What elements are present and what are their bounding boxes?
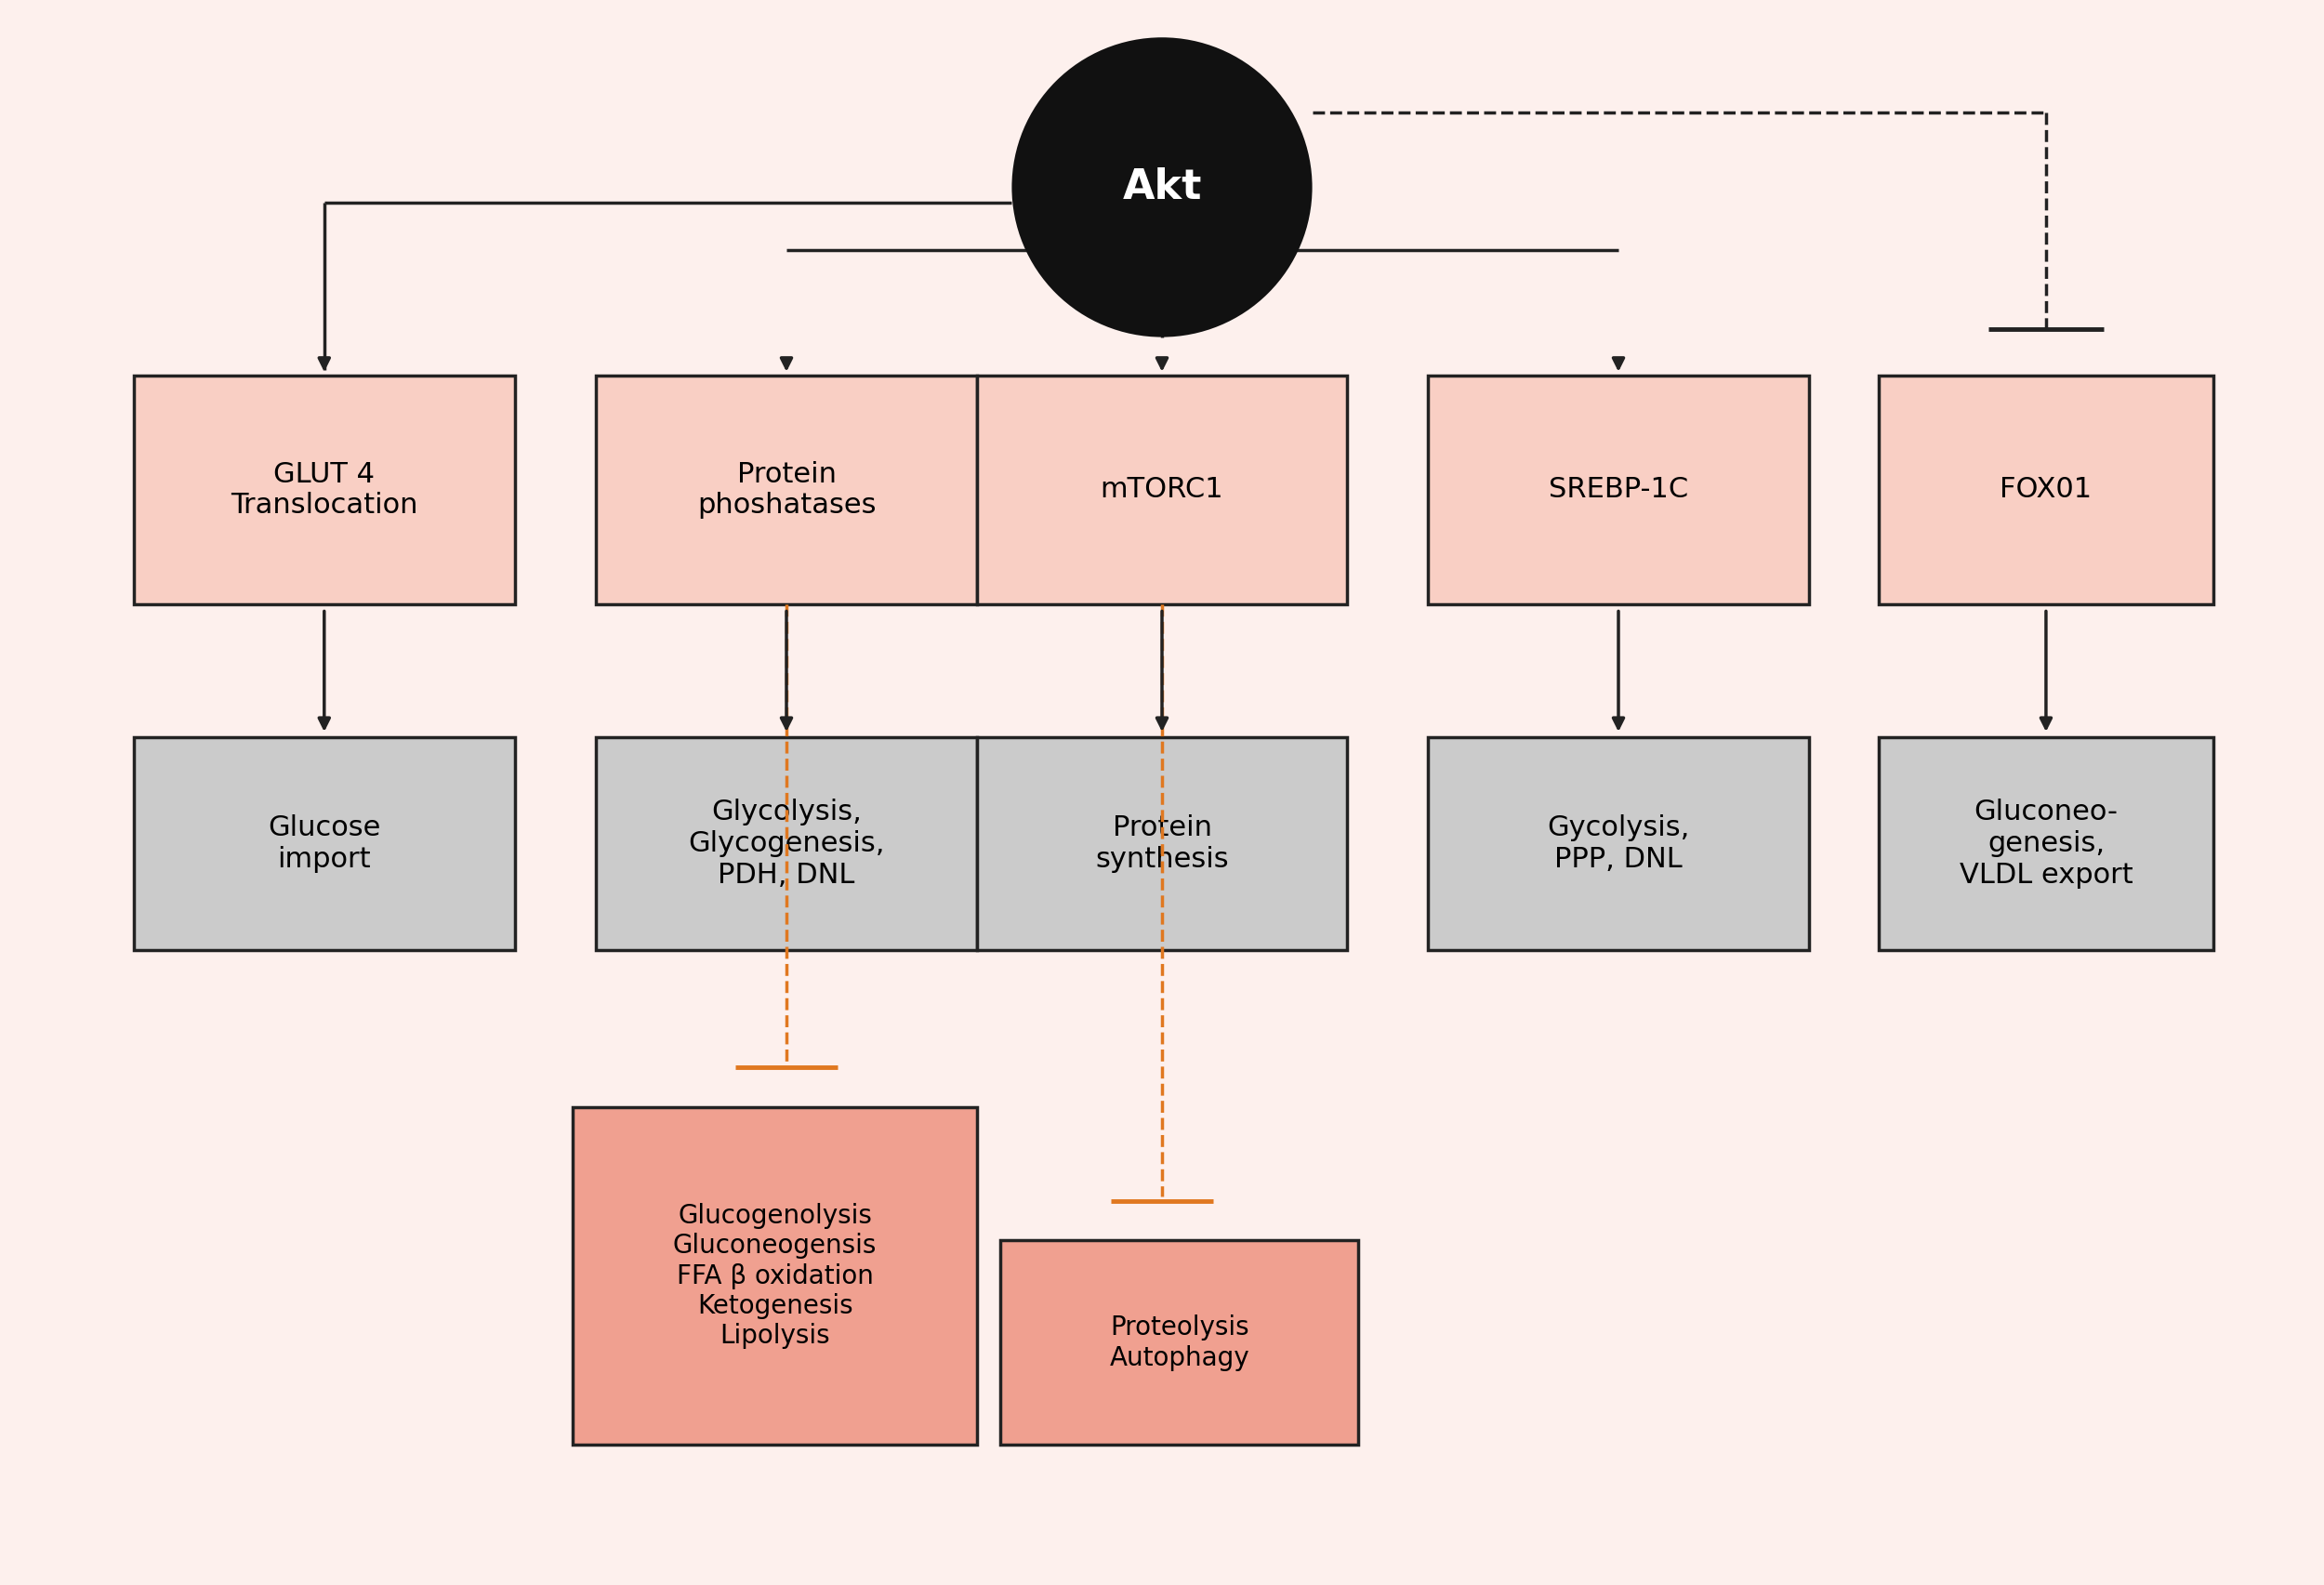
FancyBboxPatch shape [1878, 737, 2212, 949]
Ellipse shape [1011, 38, 1313, 338]
Text: Gluconeo-
genesis,
VLDL export: Gluconeo- genesis, VLDL export [1959, 799, 2133, 888]
Text: Protein
synthesis: Protein synthesis [1095, 815, 1229, 873]
FancyBboxPatch shape [595, 376, 976, 604]
FancyBboxPatch shape [976, 376, 1348, 604]
Text: Glycolysis,
Glycogenesis,
PDH, DNL: Glycolysis, Glycogenesis, PDH, DNL [688, 799, 885, 888]
FancyBboxPatch shape [976, 737, 1348, 949]
FancyBboxPatch shape [132, 737, 516, 949]
Text: Akt: Akt [1122, 168, 1202, 208]
Text: GLUT 4
Translocation: GLUT 4 Translocation [230, 461, 418, 518]
FancyBboxPatch shape [999, 1241, 1360, 1446]
Text: mTORC1: mTORC1 [1099, 477, 1225, 504]
Text: Protein
phoshatases: Protein phoshatases [697, 461, 876, 518]
Text: FOX01: FOX01 [2001, 477, 2092, 504]
FancyBboxPatch shape [572, 1106, 976, 1446]
FancyBboxPatch shape [1427, 737, 1808, 949]
FancyBboxPatch shape [1427, 376, 1808, 604]
Text: Gycolysis,
PPP, DNL: Gycolysis, PPP, DNL [1548, 815, 1690, 873]
FancyBboxPatch shape [132, 376, 516, 604]
Text: Glucogenolysis
Gluconeogensis
FFA β oxidation
Ketogenesis
Lipolysis: Glucogenolysis Gluconeogensis FFA β oxid… [674, 1203, 876, 1349]
FancyBboxPatch shape [1878, 376, 2212, 604]
Text: Glucose
import: Glucose import [267, 815, 381, 873]
FancyBboxPatch shape [595, 737, 976, 949]
Text: SREBP-1C: SREBP-1C [1548, 477, 1687, 504]
Text: Proteolysis
Autophagy: Proteolysis Autophagy [1109, 1314, 1250, 1371]
